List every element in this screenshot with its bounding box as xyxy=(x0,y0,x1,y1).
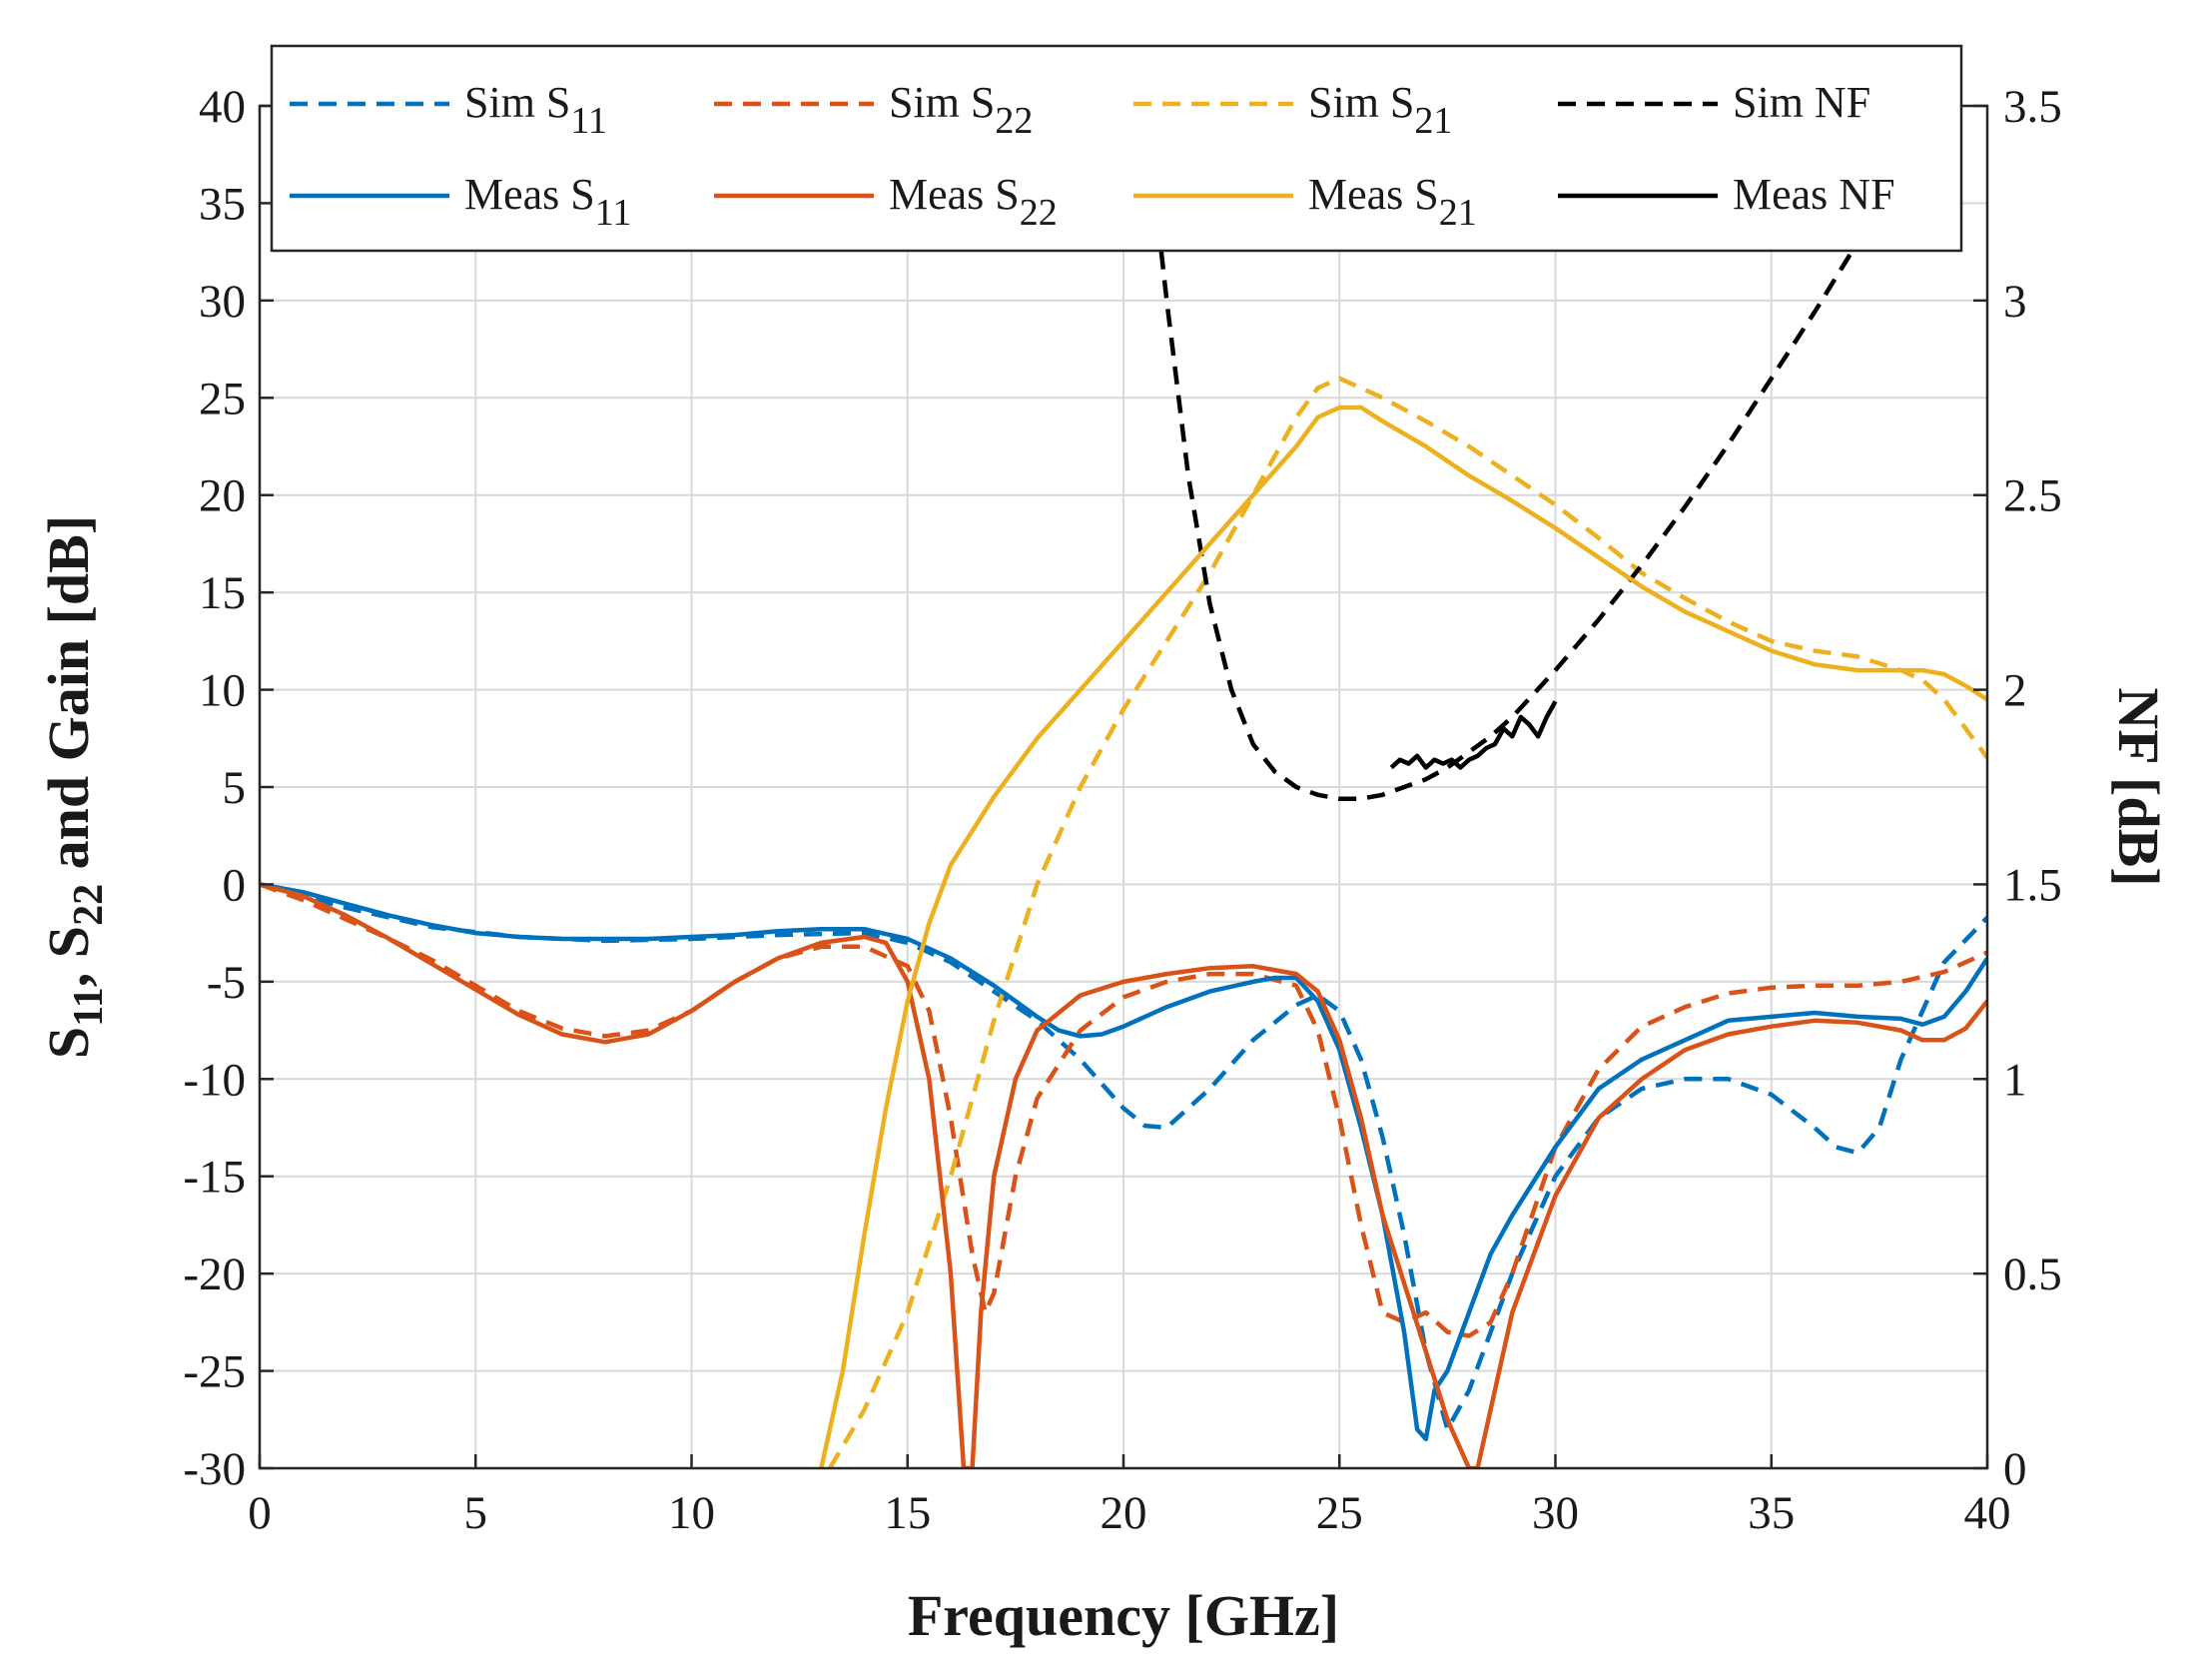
legend-label: Sim S22 xyxy=(889,78,1033,142)
legend-label-main: Meas NF xyxy=(1733,170,1895,219)
y2-tick-label: 1.5 xyxy=(2003,859,2062,911)
y-tick-label: 15 xyxy=(199,567,246,619)
x-tick-label: 0 xyxy=(248,1487,272,1539)
x-tick-label: 35 xyxy=(1748,1487,1795,1539)
series-line-sim-s11 xyxy=(260,882,1987,1432)
y-tick-label: 20 xyxy=(199,470,246,522)
legend-label: Meas NF xyxy=(1733,170,1895,219)
x-tick-label: 10 xyxy=(668,1487,715,1539)
x-axis: 0 5 10 15 20 25 30 35 40 xyxy=(248,1454,2011,1539)
legend-label-sub: 22 xyxy=(1020,192,1058,234)
x-tick-label: 20 xyxy=(1101,1487,1147,1539)
y-tick-label: 0 xyxy=(223,859,247,911)
x-axis-title: Frequency [GHz] xyxy=(908,1583,1339,1648)
legend-item-sim-s11: Sim S11 xyxy=(290,78,607,142)
x-tick-label: 25 xyxy=(1316,1487,1363,1539)
legend-label-sub: 22 xyxy=(995,100,1033,142)
y-tick-label: 10 xyxy=(199,665,246,717)
series-line-sim-nf xyxy=(1155,194,1881,801)
legend-item-meas-s11: Meas S11 xyxy=(290,170,631,234)
legend-label-sub: 21 xyxy=(1414,100,1452,142)
y-axis-title: S11, S22 and Gain [dB] xyxy=(36,515,112,1059)
legend-item-sim-s21: Sim S21 xyxy=(1133,78,1452,142)
grid xyxy=(260,106,1987,1468)
y-tick-label: 40 xyxy=(199,81,246,133)
y2-tick-label: 2 xyxy=(2003,665,2027,717)
legend-label-sub: 11 xyxy=(595,192,632,234)
series-line-meas-s22 xyxy=(260,882,1987,1468)
y-axis-left: -30 -25 -20 -15 -10 -5 0 5 10 15 20 25 30 35 40 xyxy=(183,81,274,1495)
y2-tick-label: 3.5 xyxy=(2003,81,2062,133)
legend-item-meas-nf: Meas NF xyxy=(1558,170,1895,219)
legend-label: Meas S21 xyxy=(1308,170,1477,234)
legend-label-main: Meas S xyxy=(464,170,595,219)
legend-item-meas-s22: Meas S22 xyxy=(714,170,1058,234)
y2-tick-label: 0 xyxy=(2003,1443,2027,1495)
y-axis-title-part: and Gain [dB] xyxy=(36,515,101,884)
legend-label: Meas S11 xyxy=(464,170,631,234)
legend-label-main: Meas S xyxy=(889,170,1020,219)
y-tick-label: -10 xyxy=(183,1054,246,1106)
y-tick-label: -15 xyxy=(183,1152,246,1204)
x-tick-label: 15 xyxy=(884,1487,931,1539)
y2-tick-label: 3 xyxy=(2003,276,2027,328)
legend-box xyxy=(270,44,1963,253)
y-axis-title-part: , S xyxy=(36,926,101,987)
y-axis-title-part: S xyxy=(36,1027,101,1059)
y2-axis-title: NF [dB] xyxy=(2106,687,2171,886)
y-tick-label: 25 xyxy=(199,373,246,424)
legend-label: Sim NF xyxy=(1733,78,1870,127)
y-tick-label: -20 xyxy=(183,1249,246,1300)
y-tick-label: 30 xyxy=(199,276,246,328)
legend-label-main: Meas S xyxy=(1308,170,1439,219)
series-line-sim-s22 xyxy=(260,882,1987,1338)
x-tick-label: 30 xyxy=(1532,1487,1579,1539)
series-line-meas-s11 xyxy=(260,882,1987,1442)
y-tick-label: -5 xyxy=(207,957,246,1009)
plot-area xyxy=(260,194,1987,1468)
y-axis-right: 0 0.5 1 1.5 2 2.5 3 3.5 xyxy=(1973,81,2062,1495)
legend-item-sim-nf: Sim NF xyxy=(1558,78,1870,127)
x-tick-label: 40 xyxy=(1964,1487,2011,1539)
legend-label-sub: 21 xyxy=(1439,192,1477,234)
y-tick-label: 5 xyxy=(223,762,247,814)
y2-tick-label: 1 xyxy=(2003,1054,2027,1106)
x-tick-label: 5 xyxy=(464,1487,488,1539)
legend-item-sim-s22: Sim S22 xyxy=(714,78,1033,142)
series-line-sim-s21 xyxy=(827,376,1987,1468)
legend-label-main: Sim S xyxy=(889,78,995,127)
series-line-meas-nf xyxy=(1389,700,1558,770)
y-tick-label: -30 xyxy=(183,1443,246,1495)
y2-tick-label: 2.5 xyxy=(2003,470,2062,522)
legend-label-main: Sim S xyxy=(464,78,570,127)
legend-label-main: Sim NF xyxy=(1733,78,1870,127)
y2-tick-label: 0.5 xyxy=(2003,1249,2062,1300)
legend-label-sub: 11 xyxy=(570,100,607,142)
legend-label: Sim S11 xyxy=(464,78,607,142)
legend-item-meas-s21: Meas S21 xyxy=(1133,170,1477,234)
legend-label-main: Sim S xyxy=(1308,78,1414,127)
y-axis-title-sub: 22 xyxy=(66,884,112,926)
y-tick-label: -25 xyxy=(183,1346,246,1398)
series-line-meas-s21 xyxy=(819,405,1987,1468)
legend-label: Sim S21 xyxy=(1308,78,1452,142)
legend-label: Meas S22 xyxy=(889,170,1058,234)
y-axis-title-sub: 11 xyxy=(66,987,112,1027)
y-tick-label: 35 xyxy=(199,178,246,230)
